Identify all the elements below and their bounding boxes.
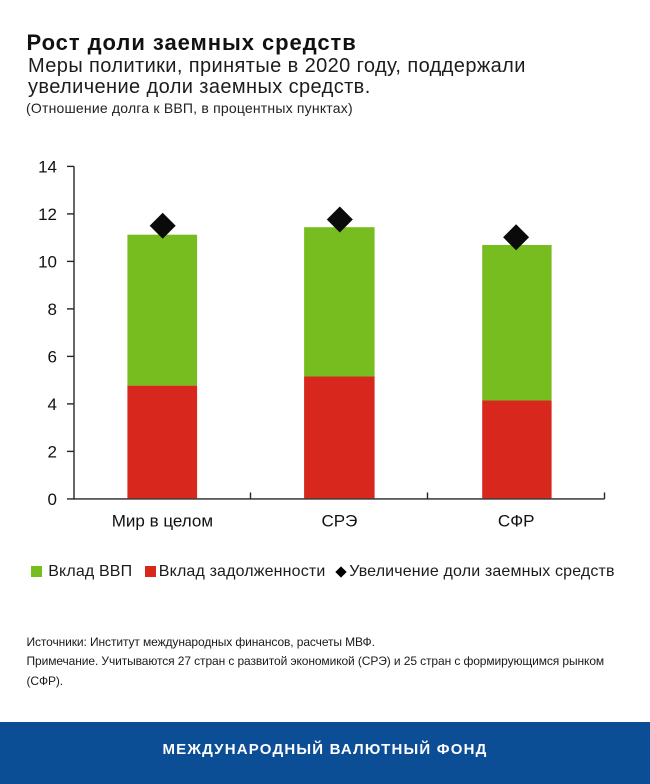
svg-text:СФР: СФР <box>498 512 535 531</box>
svg-text:СРЭ: СРЭ <box>321 512 357 531</box>
svg-text:6: 6 <box>48 348 57 367</box>
svg-text:14: 14 <box>38 158 57 177</box>
svg-text:12: 12 <box>38 205 57 224</box>
svg-text:10: 10 <box>38 253 57 272</box>
svg-text:2: 2 <box>48 443 57 462</box>
svg-text:0: 0 <box>48 490 57 509</box>
svg-text:8: 8 <box>48 300 57 319</box>
svg-text:Мир в целом: Мир в целом <box>112 512 213 531</box>
svg-text:4: 4 <box>48 395 57 414</box>
